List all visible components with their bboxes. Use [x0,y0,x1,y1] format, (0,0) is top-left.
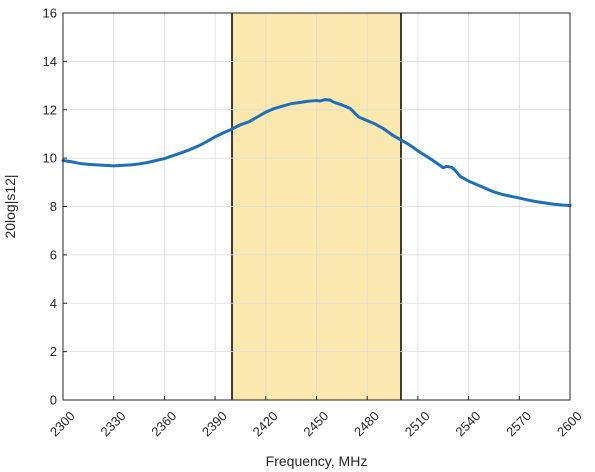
y-tick-label: 4 [50,296,57,311]
x-tick-label: 2480 [351,408,382,439]
x-tick-label: 2300 [47,408,78,439]
y-tick-label: 14 [43,54,57,69]
y-tick-label: 8 [50,199,57,214]
y-tick-label: 12 [43,102,57,117]
x-tick-label: 2390 [199,408,230,439]
x-tick-label: 2450 [300,408,331,439]
y-tick-label: 2 [50,344,57,359]
x-axis-label: Frequency, MHz [266,453,368,469]
y-tick-label: 6 [50,247,57,262]
x-tick-label: 2540 [452,408,483,439]
y-tick-label: 10 [43,151,57,166]
x-tick-label: 2420 [250,408,281,439]
y-axis-label: 20log|s12| [2,174,18,238]
y-tick-label: 16 [43,6,57,21]
x-tick-label: 2330 [98,408,129,439]
series-line-0 [61,98,572,208]
x-tick-label: 2510 [402,408,433,439]
x-tick-label: 2600 [554,408,585,439]
y-tick-label: 0 [50,393,57,408]
x-tick-label: 2570 [503,408,534,439]
x-tick-label: 2360 [148,408,179,439]
